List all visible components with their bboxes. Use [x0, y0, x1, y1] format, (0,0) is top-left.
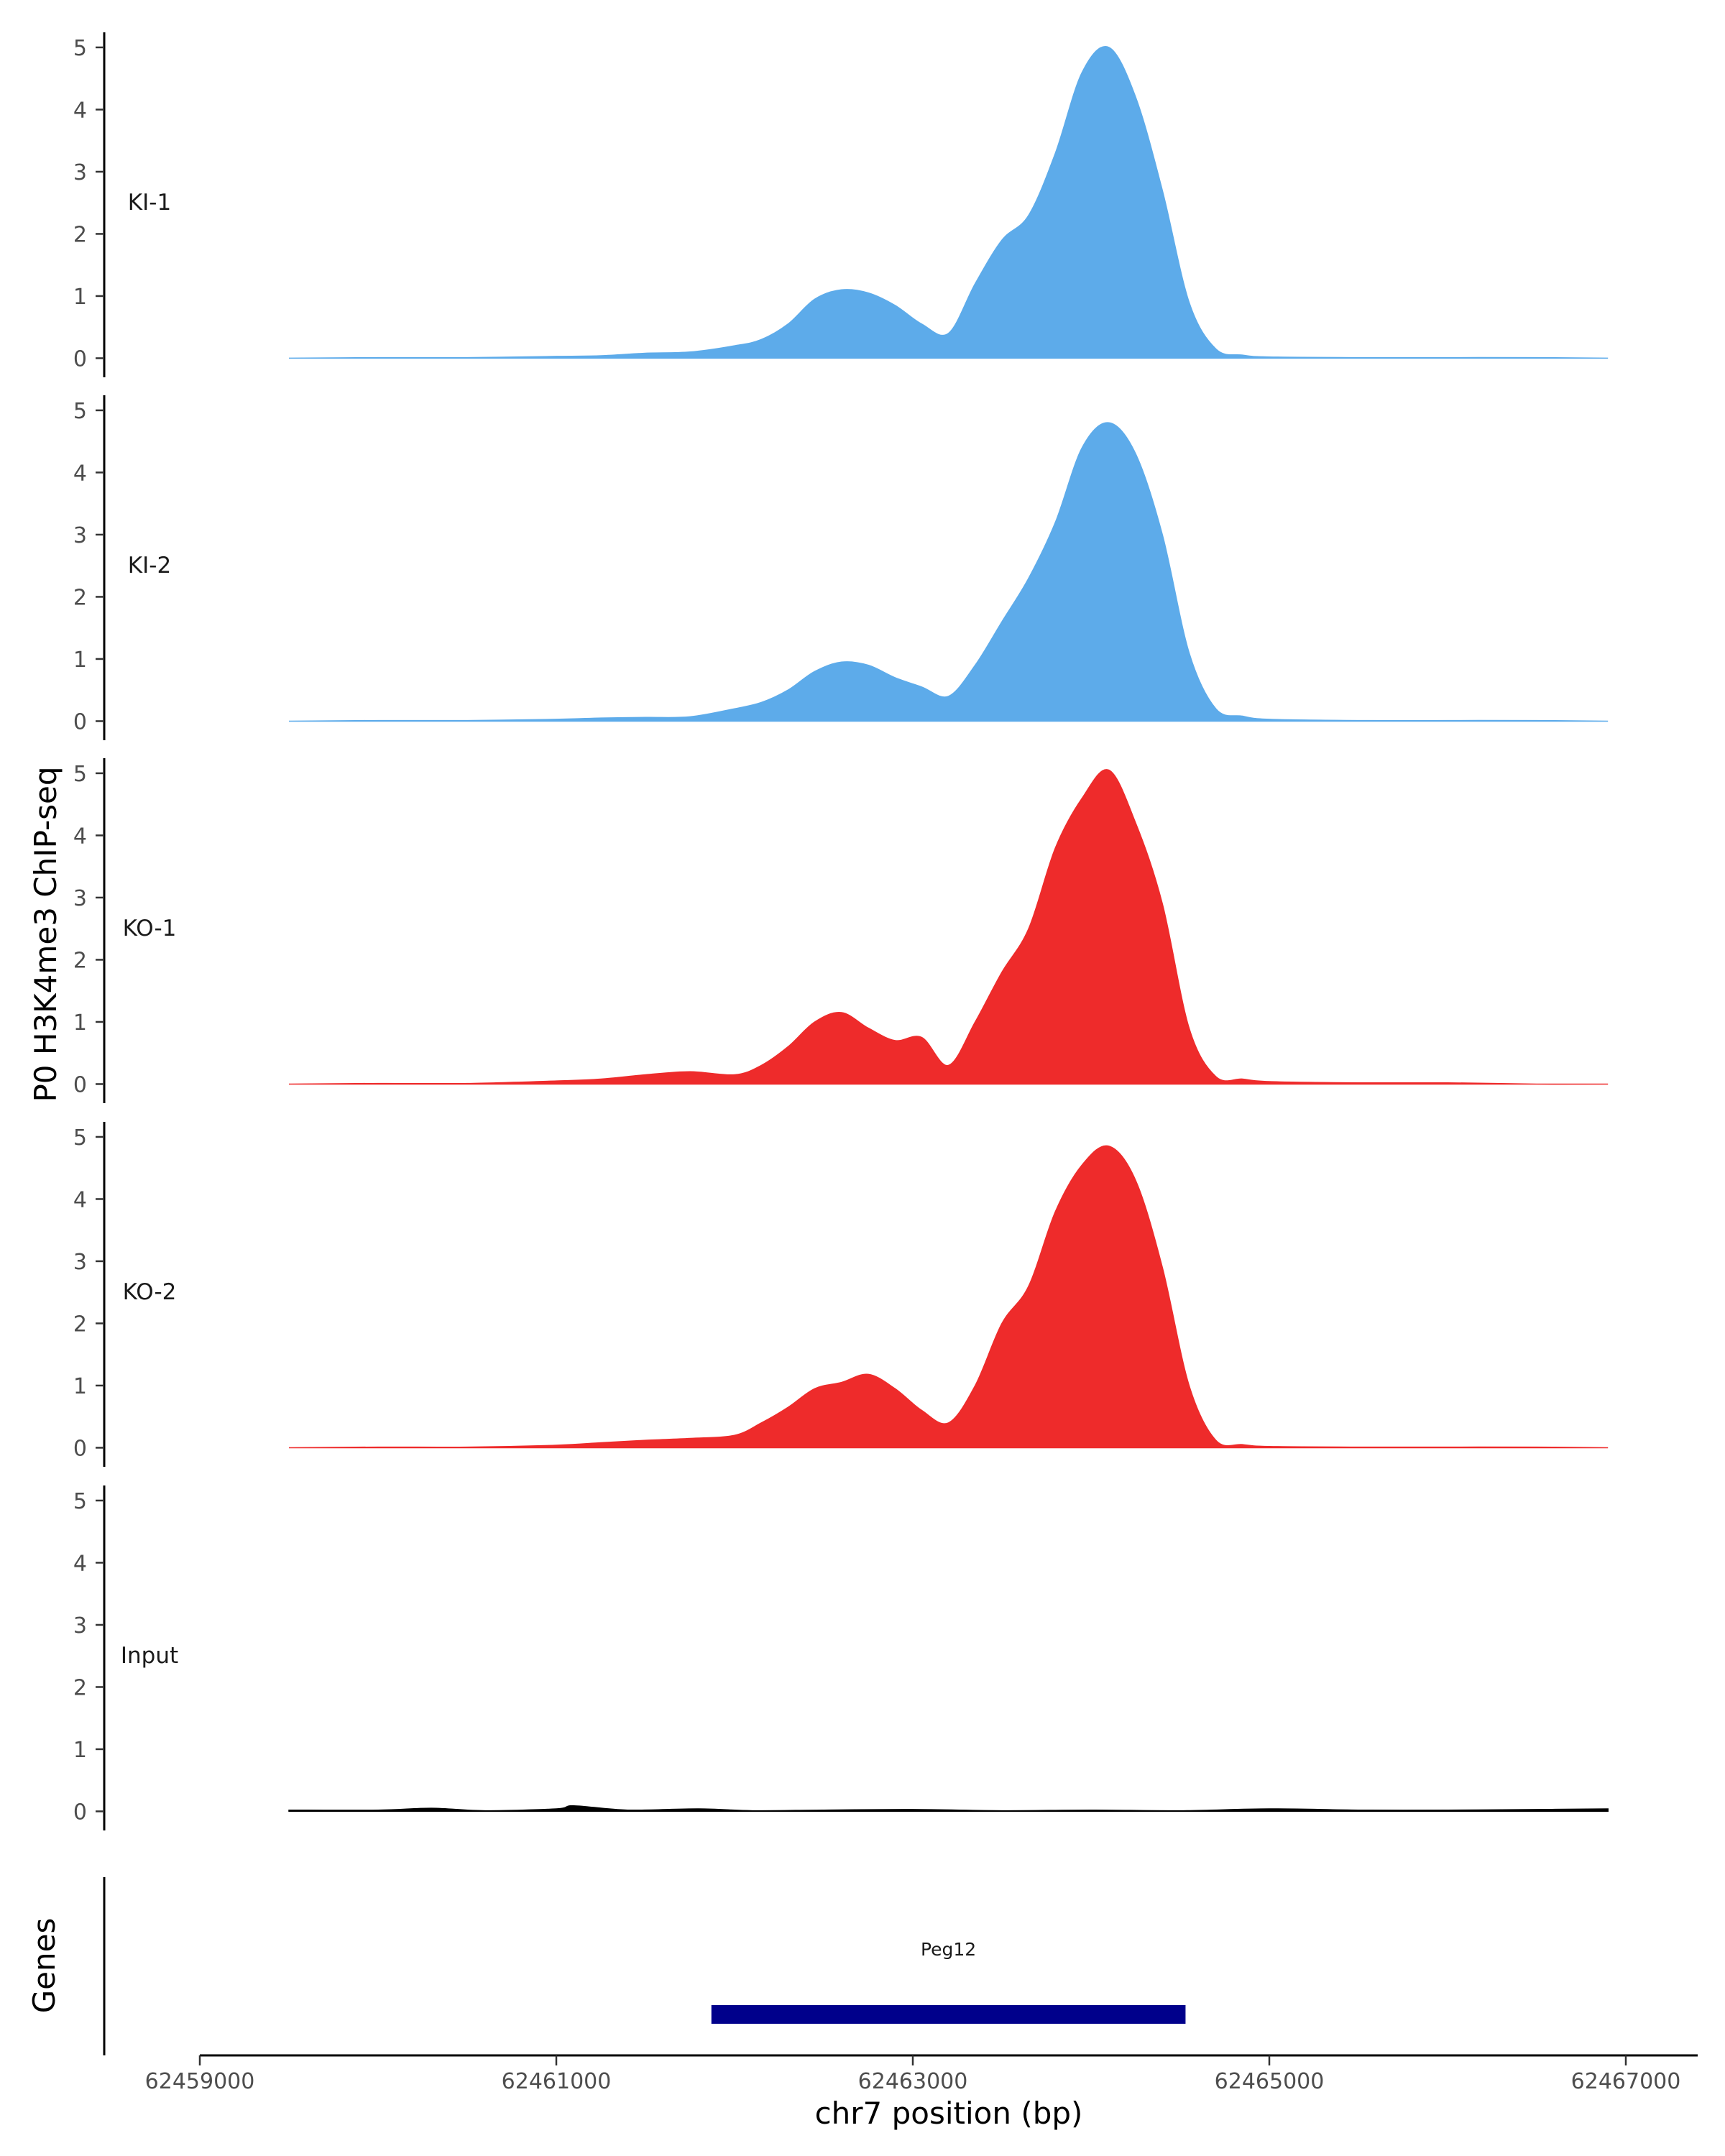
series-label-ki-2: KI-2 — [128, 553, 171, 579]
x-tick-label: 62467000 — [1571, 2069, 1681, 2094]
series-area-ki-1 — [288, 46, 1609, 359]
y-tick-label: 1 — [73, 1374, 87, 1399]
track-input: 0 1 2 3 4 5 Input — [73, 1485, 1609, 1830]
y-tick-label: 5 — [73, 1489, 87, 1514]
series-label-ki-1: KI-1 — [128, 190, 171, 216]
y-tick-label: 5 — [73, 1125, 87, 1151]
series-label-ko-1: KO-1 — [123, 916, 177, 941]
x-axis-title: chr7 position (bp) — [815, 2096, 1083, 2131]
y-tick-label: 2 — [73, 585, 87, 610]
y-axis-title: P0 H3K4me3 ChIP-seq — [28, 766, 63, 1102]
x-axis: 62459000 62461000 62463000 62465000 62467000… — [145, 2054, 1698, 2131]
series-area-ki-2 — [288, 422, 1609, 722]
y-tick-label: 4 — [73, 1187, 87, 1212]
x-tick-label: 62463000 — [858, 2069, 968, 2094]
y-tick-label: 3 — [73, 886, 87, 911]
genes-panel-title: Genes — [27, 1918, 62, 2014]
y-tick-label: 2 — [73, 222, 87, 247]
y-tick-label: 1 — [73, 1738, 87, 1763]
x-tick-label: 62459000 — [145, 2069, 255, 2094]
series-label-ko-2: KO-2 — [123, 1279, 177, 1305]
track-ko-1: 0 1 2 3 4 5 KO-1 — [73, 758, 1609, 1103]
y-tick-label: 1 — [73, 648, 87, 673]
track-ko-2: 0 1 2 3 4 5 KO-2 — [73, 1122, 1609, 1467]
y-tick-label: 0 — [73, 1436, 87, 1461]
y-tick-label: 4 — [73, 824, 87, 849]
y-tick-label: 0 — [73, 1800, 87, 1825]
y-tick-label: 3 — [73, 523, 87, 548]
series-area-ko-1 — [288, 769, 1609, 1085]
genes-panel: Genes Peg12 — [27, 1877, 1186, 2055]
y-tick-label: 3 — [73, 160, 87, 185]
series-label-input: Input — [121, 1643, 178, 1669]
series-area-ko-2 — [288, 1145, 1609, 1449]
y-tick-label: 0 — [73, 1072, 87, 1097]
series-area-input — [288, 1805, 1609, 1812]
y-tick-label: 5 — [73, 762, 87, 787]
y-tick-label: 1 — [73, 285, 87, 310]
y-tick-label: 2 — [73, 948, 87, 973]
y-tick-label: 5 — [73, 399, 87, 424]
tracks-group: 0 1 2 3 4 5 KI-1 0 1 2 3 4 5 KI-2 0 1 2 3 4 5 KO-1 0 1 2 3 4 5 KO-2… — [73, 32, 1609, 1830]
x-tick-label: 62465000 — [1215, 2069, 1325, 2094]
y-tick-label: 0 — [73, 346, 87, 372]
track-ki-2: 0 1 2 3 4 5 KI-2 — [73, 395, 1609, 740]
x-tick-label: 62461000 — [502, 2069, 612, 2094]
gene-bar-peg12 — [711, 2005, 1186, 2024]
y-tick-label: 2 — [73, 1675, 87, 1700]
y-tick-label: 0 — [73, 709, 87, 734]
y-tick-label: 5 — [73, 36, 87, 61]
y-tick-label: 4 — [73, 461, 87, 486]
gene-label-peg12: Peg12 — [921, 1939, 976, 1960]
y-tick-label: 4 — [73, 98, 87, 123]
y-tick-label: 3 — [73, 1250, 87, 1275]
y-tick-label: 1 — [73, 1010, 87, 1036]
y-tick-label: 4 — [73, 1551, 87, 1576]
y-tick-label: 3 — [73, 1613, 87, 1639]
track-ki-1: 0 1 2 3 4 5 KI-1 — [73, 32, 1609, 377]
y-tick-label: 2 — [73, 1312, 87, 1337]
